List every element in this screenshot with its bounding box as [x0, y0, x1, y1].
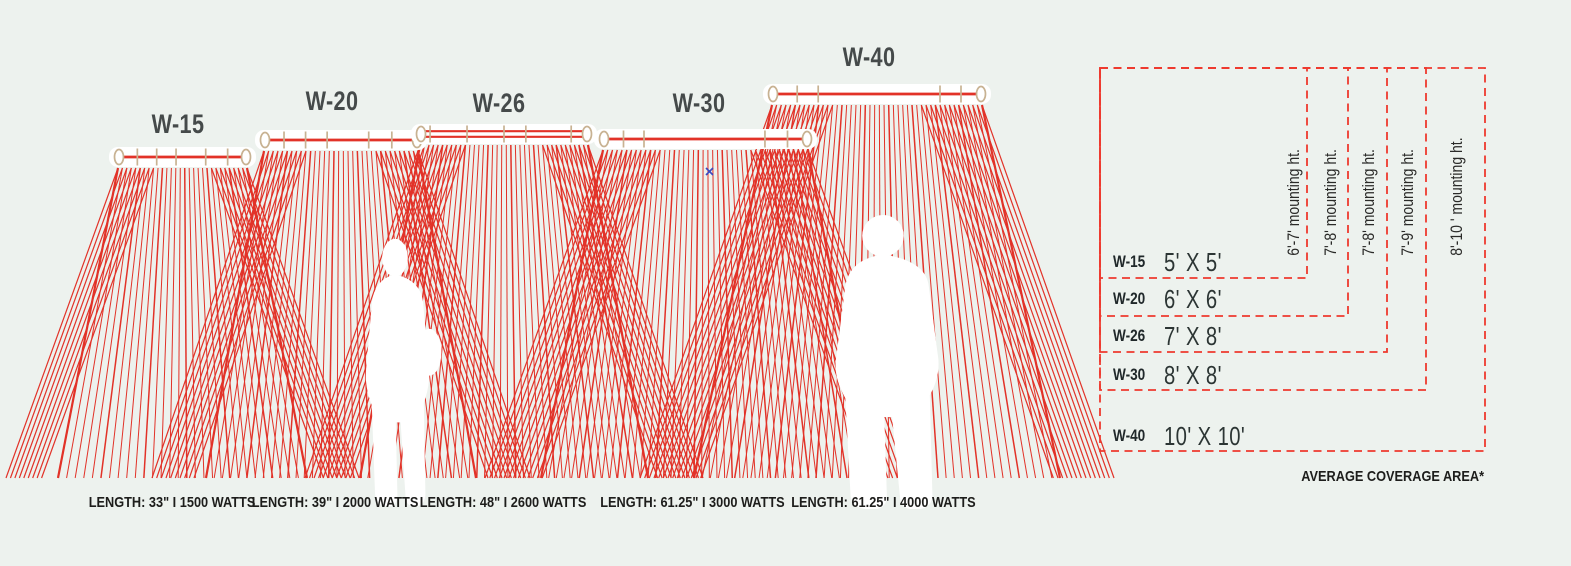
table-model-w-20: W-20 — [1113, 289, 1153, 309]
heater-title-w-15: W-15 — [78, 109, 278, 140]
table-coverage-text: 5' X 5' — [1164, 247, 1222, 277]
table-model-text: W-40 — [1113, 426, 1146, 445]
table-model-w-15: W-15 — [1113, 252, 1153, 272]
table-model-w-26: W-26 — [1113, 326, 1153, 346]
coverage-footnote: AVERAGE COVERAGE AREA* — [1230, 468, 1484, 485]
spec-label-w-30: LENGTH: 61.25" I 3000 WATTS — [572, 494, 812, 511]
blue-x-marker — [705, 167, 714, 176]
table-model-text: W-20 — [1113, 289, 1146, 308]
heater-bar-w-30 — [594, 129, 817, 149]
coverage-box-w-40 — [1099, 67, 1486, 452]
person-silhouette-right — [835, 214, 939, 510]
mounting-height-w-20: 7'-8' mounting ht. — [1322, 149, 1340, 256]
spec-label-w-15: LENGTH: 33" I 1500 WATTS — [52, 494, 292, 511]
coverage-footnote-text: AVERAGE COVERAGE AREA* — [1301, 468, 1484, 485]
table-coverage-text: 6' X 6' — [1164, 284, 1222, 314]
heater-title-text: W-40 — [842, 42, 896, 72]
table-coverage-w-26: 7' X 8' — [1164, 321, 1238, 351]
person-silhouette-left — [365, 238, 442, 507]
heater-bar-w-40 — [763, 84, 991, 104]
heat-fan-w-40 — [639, 104, 1115, 479]
table-coverage-w-40: 10' X 10' — [1164, 421, 1268, 451]
mounting-height-w-40: 8'-10 ' mounting ht. — [1448, 137, 1466, 256]
mounting-height-w-26: 7'-8' mounting ht. — [1360, 149, 1378, 256]
spec-text: LENGTH: 61.25" I 4000 WATTS — [790, 494, 976, 511]
heater-bar-w-20 — [255, 130, 427, 150]
table-coverage-text: 7' X 8' — [1164, 321, 1222, 351]
table-model-w-40: W-40 — [1113, 426, 1153, 446]
spec-label-w-40: LENGTH: 61.25" I 4000 WATTS — [763, 494, 1003, 511]
table-model-text: W-15 — [1113, 252, 1146, 271]
heater-bar-w-26 — [411, 124, 597, 144]
table-model-text: W-26 — [1113, 326, 1146, 345]
coverage-box-w-26 — [1099, 67, 1388, 353]
heater-title-w-30: W-30 — [599, 88, 799, 119]
heater-title-w-26: W-26 — [399, 88, 599, 119]
heater-bar-w-15 — [109, 147, 256, 167]
mounting-height-w-15: 6'-7' mounting ht. — [1285, 149, 1303, 256]
table-model-w-30: W-30 — [1113, 365, 1153, 385]
heater-title-text: W-20 — [305, 86, 359, 116]
heater-title-text: W-15 — [151, 109, 205, 139]
spec-label-w-20: LENGTH: 39" I 2000 WATTS — [215, 494, 455, 511]
heater-title-w-40: W-40 — [769, 42, 969, 73]
spec-text: LENGTH: 61.25" I 3000 WATTS — [599, 494, 785, 511]
spec-text: LENGTH: 33" I 1500 WATTS — [88, 494, 256, 511]
table-coverage-text: 8' X 8' — [1164, 360, 1222, 390]
mounting-height-w-30: 7'-9' mounting ht. — [1399, 149, 1417, 256]
table-coverage-w-15: 5' X 5' — [1164, 247, 1238, 277]
heater-title-text: W-30 — [672, 88, 726, 118]
table-coverage-text: 10' X 10' — [1164, 421, 1246, 451]
table-model-text: W-30 — [1113, 365, 1146, 384]
table-coverage-w-20: 6' X 6' — [1164, 284, 1238, 314]
heater-title-text: W-26 — [472, 88, 526, 118]
table-coverage-w-30: 8' X 8' — [1164, 360, 1238, 390]
spec-text: LENGTH: 39" I 2000 WATTS — [251, 494, 419, 511]
heater-title-w-20: W-20 — [232, 86, 432, 117]
spec-label-w-26: LENGTH: 48" I 2600 WATTS — [383, 494, 623, 511]
spec-text: LENGTH: 48" I 2600 WATTS — [419, 494, 587, 511]
